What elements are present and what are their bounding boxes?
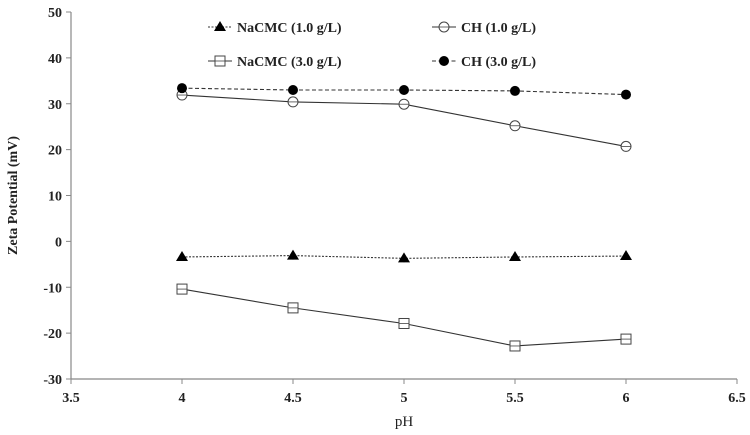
legend-item: CH (1.0 g/L): [432, 21, 536, 36]
triangle-marker: [620, 250, 632, 261]
y-axis-label: Zeta Potential (mV): [6, 136, 21, 255]
legend-item: NaCMC (3.0 g/L): [208, 55, 342, 70]
y-tick-label: -20: [43, 327, 62, 342]
x-tick-label: 3.5: [62, 391, 80, 406]
y-tick-label: 50: [48, 6, 62, 21]
y-tick-label: -10: [43, 281, 62, 296]
triangle-marker: [287, 249, 299, 260]
x-axis-label: pH: [395, 414, 414, 430]
series-nacmc-3-0-g-l-: [176, 283, 632, 352]
legend-label: NaCMC (1.0 g/L): [237, 21, 342, 36]
x-tick-label: 5.5: [506, 391, 524, 406]
triangle-marker: [509, 250, 521, 261]
y-tick-label: 10: [48, 190, 62, 205]
x-tick-label: 4: [179, 391, 186, 406]
filled-circle-marker: [621, 89, 631, 100]
triangle-marker: [398, 252, 410, 263]
y-tick-label: 20: [48, 144, 62, 159]
filled-circle-marker: [177, 83, 187, 94]
y-tick-label: 30: [48, 98, 62, 113]
axes: 50 40 30 20 10 0 -10 -20 -303.5 4 4.5 5 5.5 6 6.5 pH Zet…: [6, 6, 746, 430]
filled-circle-marker: [439, 56, 449, 66]
legend-item: CH (3.0 g/L): [432, 55, 536, 70]
x-tick-label: 5: [401, 391, 408, 406]
legend-label: CH (3.0 g/L): [461, 55, 536, 70]
triangle-marker: [214, 21, 226, 31]
triangle-marker: [176, 250, 188, 261]
series-nacmc-1-0-g-l-: [176, 249, 632, 263]
legend-item: NaCMC (1.0 g/L): [208, 21, 342, 36]
data-series: [176, 83, 632, 352]
legend-label: NaCMC (3.0 g/L): [237, 55, 342, 70]
series-ch-1-0-g-l-: [176, 89, 632, 152]
filled-circle-marker: [288, 84, 298, 95]
legend-label: CH (1.0 g/L): [461, 21, 536, 36]
y-tick-label: 0: [55, 235, 62, 250]
filled-circle-marker: [510, 85, 520, 96]
x-tick-label: 4.5: [284, 391, 302, 406]
legend: NaCMC (1.0 g/L) CH (1.0 g/L) NaCMC (3.0 g/…: [208, 21, 536, 70]
series-ch-3-0-g-l-: [177, 83, 631, 100]
y-tick-label: -30: [43, 373, 62, 388]
x-tick-label: 6: [623, 391, 630, 406]
filled-circle-marker: [399, 84, 409, 95]
x-tick-label: 6.5: [728, 391, 746, 406]
y-tick-label: 40: [48, 52, 62, 67]
